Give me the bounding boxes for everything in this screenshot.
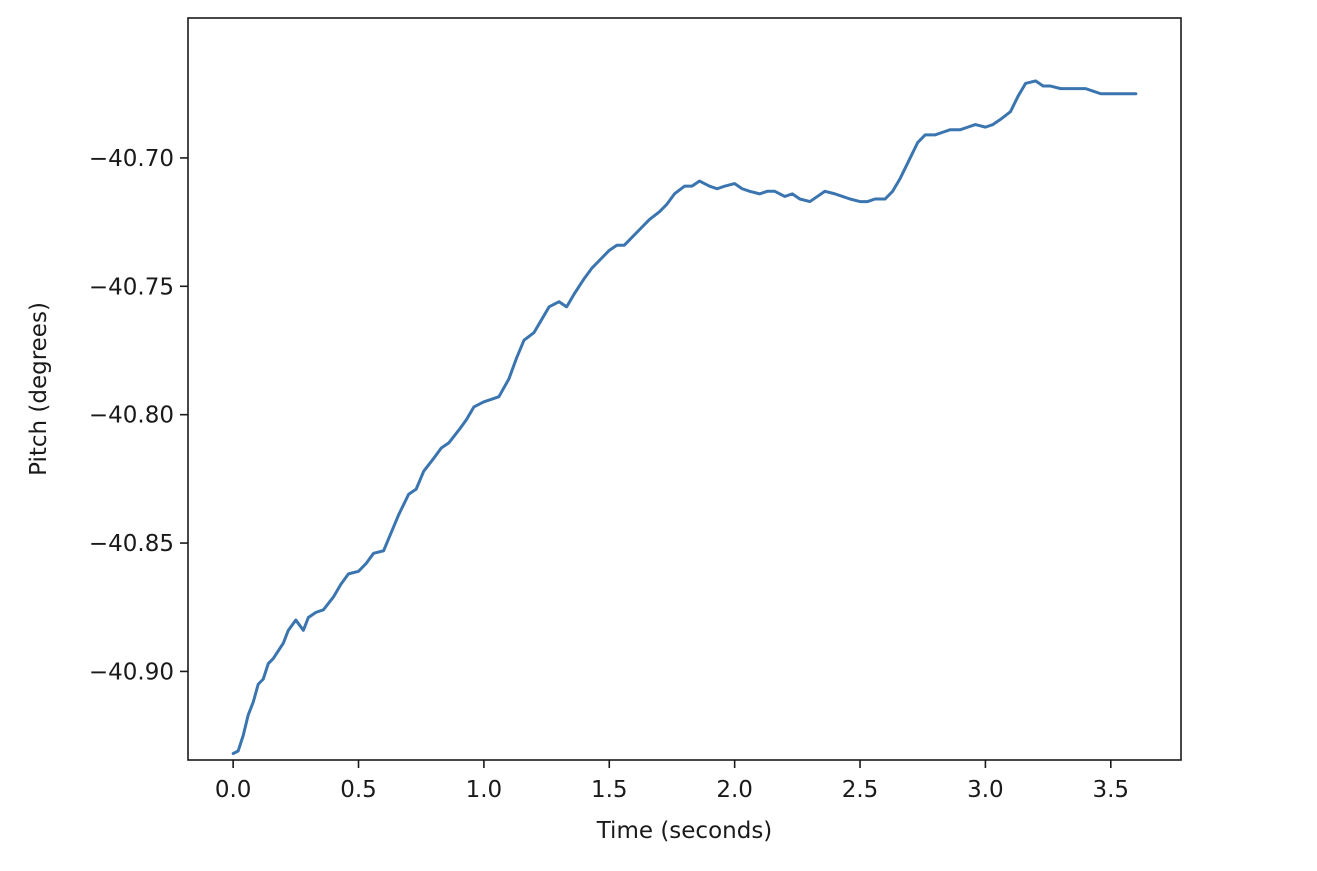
x-tick-label: 2.5 xyxy=(842,777,879,803)
x-tick-label: 3.0 xyxy=(967,777,1004,803)
pitch-series-line xyxy=(231,79,1138,756)
x-tick-label: 1.5 xyxy=(591,777,628,803)
y-tick-label: −40.80 xyxy=(89,403,174,429)
y-axis-label: Pitch (degrees) xyxy=(26,302,52,476)
x-tick-label: 3.5 xyxy=(1092,777,1129,803)
y-tick-label: −40.85 xyxy=(89,531,174,557)
y-axis: −40.90 −40.85 −40.80 −40.75 −40.70 xyxy=(89,146,188,685)
y-tick-label: −40.70 xyxy=(89,146,174,172)
y-tick-label: −40.90 xyxy=(89,659,174,685)
x-axis-label: Time (seconds) xyxy=(596,818,773,844)
x-tick-label: 0.0 xyxy=(215,777,252,803)
plot-area xyxy=(188,18,1181,760)
x-tick-label: 2.0 xyxy=(716,777,753,803)
plot-frame xyxy=(187,17,1182,761)
x-axis: 0.0 0.5 1.0 1.5 2.0 2.5 3.0 3.5 xyxy=(215,760,1129,803)
x-tick-label: 1.0 xyxy=(466,777,503,803)
x-tick-label: 0.5 xyxy=(340,777,377,803)
y-tick-label: −40.75 xyxy=(89,274,174,300)
